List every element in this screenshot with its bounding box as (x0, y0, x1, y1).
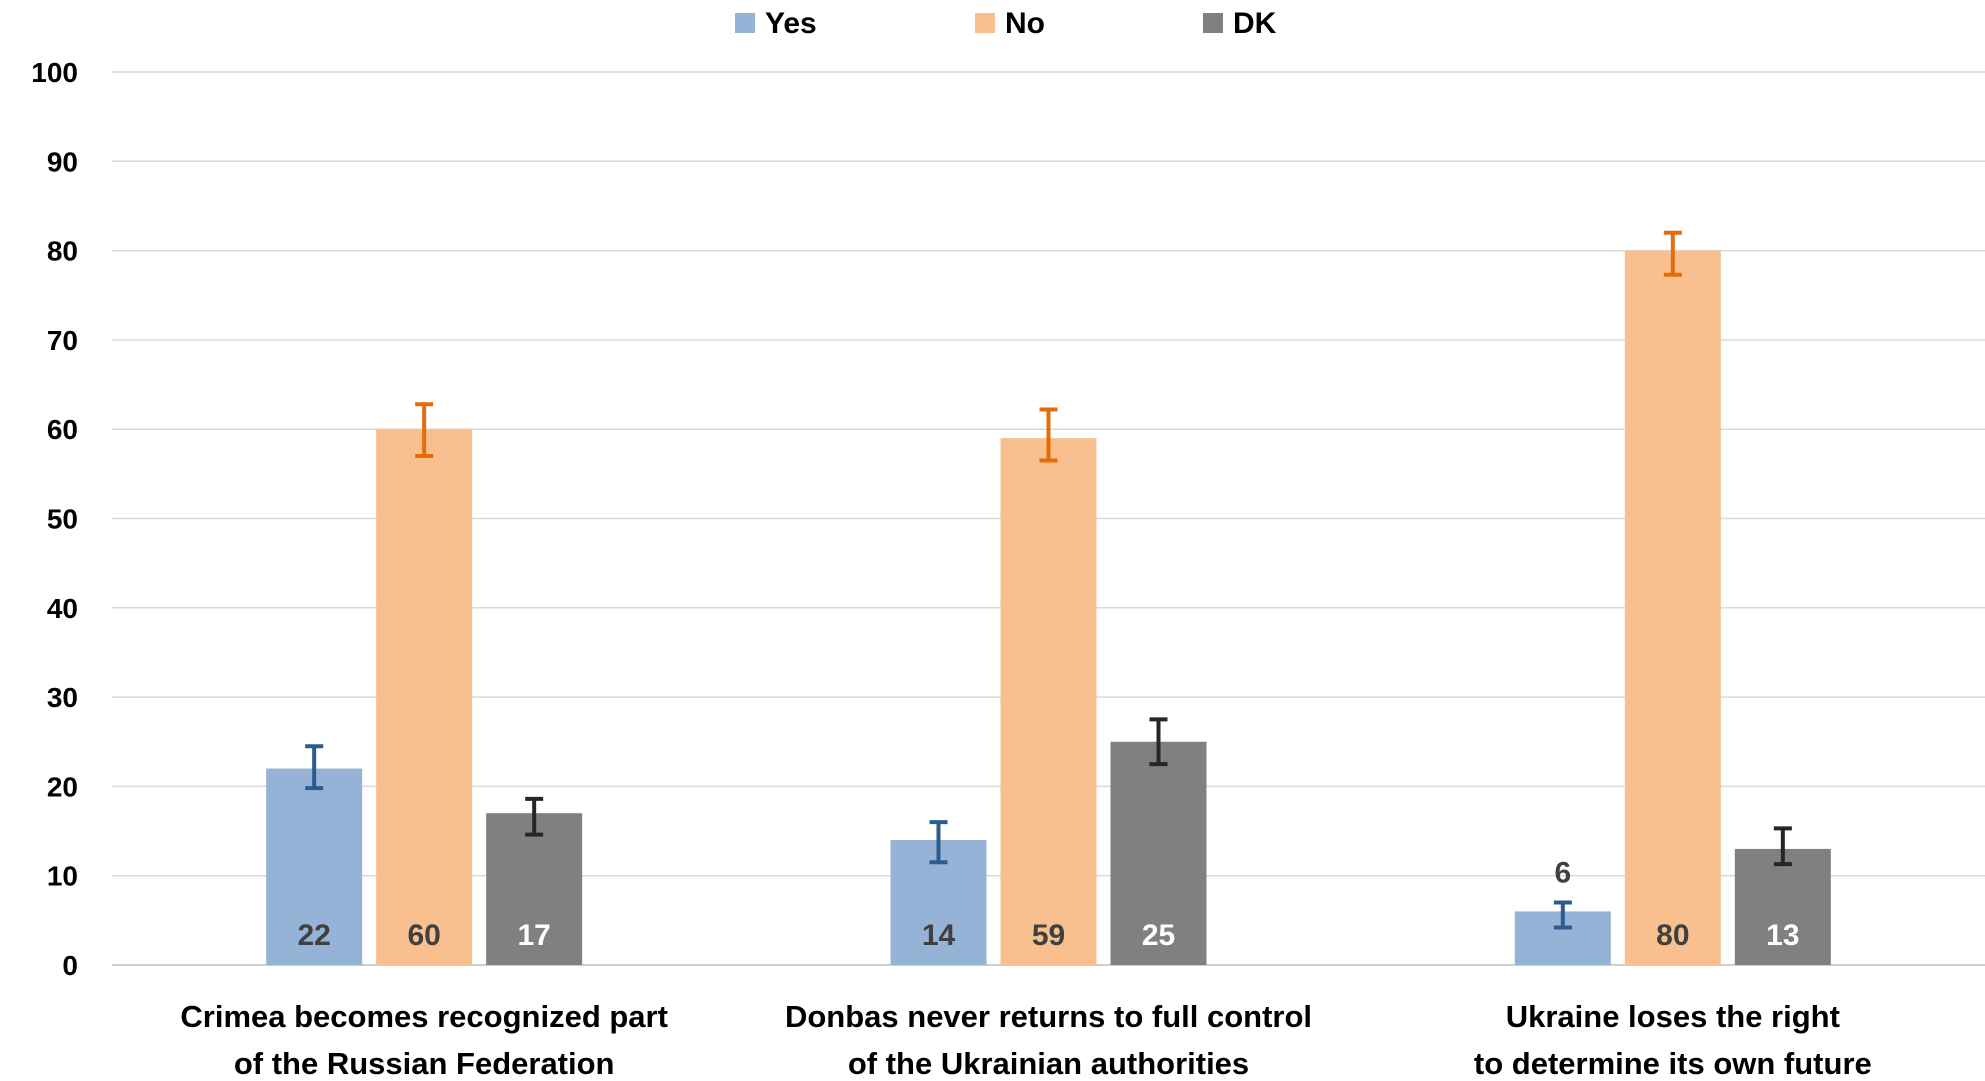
data-label-yes-3: 6 (1554, 856, 1571, 889)
error-bar-yes-1 (305, 744, 324, 791)
category-label-2-line-1: Donbas never returns to full control (785, 999, 1312, 1034)
error-bar-no-2 (1039, 407, 1058, 463)
legend-swatch-dk (1203, 13, 1223, 33)
error-bar-no-3 (1663, 230, 1682, 277)
error-bar-yes-2 (929, 820, 948, 865)
error-bar-dk-3 (1773, 826, 1792, 867)
y-tick-label: 80 (47, 236, 78, 267)
legend-label-dk: DK (1233, 7, 1277, 40)
data-label-dk-1: 17 (517, 919, 550, 952)
y-tick-label: 70 (47, 325, 78, 356)
data-label-dk-2: 25 (1142, 919, 1175, 952)
error-bar-yes-3 (1553, 900, 1572, 930)
error-bars (305, 230, 1792, 930)
error-bar-no-1 (415, 402, 434, 458)
data-label-yes-2: 14 (922, 919, 956, 952)
category-label-1-line-2: of the Russian Federation (234, 1046, 615, 1081)
error-bar-dk-1 (525, 796, 544, 837)
y-tick-label: 100 (31, 57, 78, 88)
bar-yes-1 (266, 768, 363, 965)
y-tick-label: 0 (62, 950, 78, 981)
category-label-3-line-2: to determine its own future (1474, 1046, 1872, 1081)
bar-no-1 (376, 429, 473, 965)
data-label-dk-3: 13 (1766, 919, 1799, 952)
legend-label-yes: Yes (765, 7, 817, 40)
error-bar-dk-2 (1149, 717, 1168, 767)
y-tick-label: 20 (47, 771, 78, 802)
category-label-3-line-1: Ukraine loses the right (1506, 999, 1840, 1034)
bar-dk-1 (486, 813, 583, 965)
y-tick-label: 50 (47, 504, 78, 535)
bar-no-2 (1000, 438, 1097, 965)
bars (266, 250, 1831, 966)
category-labels: Crimea becomes recognized part of the Rus… (180, 999, 1871, 1081)
y-tick-label: 40 (47, 593, 78, 624)
category-label-1-line-1: Crimea becomes recognized part (180, 999, 668, 1034)
data-label-no-1: 60 (407, 919, 440, 952)
data-label-yes-1: 22 (297, 919, 330, 952)
legend: Yes No DK (735, 7, 1277, 40)
bar-no-3 (1624, 250, 1721, 966)
y-tick-label: 60 (47, 414, 78, 445)
bar-dk-2 (1110, 741, 1207, 965)
y-tick-label: 30 (47, 682, 78, 713)
data-labels: 22 60 17 14 59 25 6 80 13 (297, 856, 1799, 952)
y-tick-label: 90 (47, 146, 78, 177)
data-label-no-3: 80 (1656, 919, 1689, 952)
y-tick-label: 10 (47, 861, 78, 892)
data-label-no-2: 59 (1032, 919, 1065, 952)
bar-dk-3 (1734, 848, 1831, 965)
legend-swatch-yes (735, 13, 755, 33)
y-axis-ticks: 0 10 20 30 40 50 60 70 80 90 100 (31, 57, 78, 981)
legend-swatch-no (975, 13, 995, 33)
category-label-2-line-2: of the Ukrainian authorities (848, 1046, 1249, 1081)
legend-label-no: No (1005, 7, 1045, 40)
